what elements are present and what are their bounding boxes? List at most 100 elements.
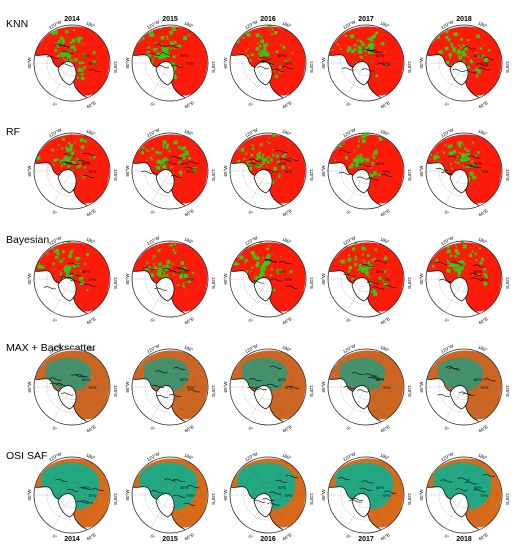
map-knn-2017: 120°W 180° 60°W 120°E 0° 60°E 80°N 70°N [321,19,412,110]
lat-label-80: 80°N [474,270,482,274]
lon-label-0: 0° [444,533,450,540]
lat-label-70: 70°N [88,494,96,498]
lon-label-180: 180° [85,344,96,353]
lon-label-180: 180° [281,452,292,461]
lon-label-180: 180° [379,344,390,353]
lon-label-180: 180° [281,236,292,245]
lat-label-80: 80°N [180,162,188,166]
lon-label-120e: 120°E [505,277,510,289]
lon-label-60w: 60°W [321,489,326,501]
map-osi-2018: 120°W 180° 60°W 120°E 0° 60°E 80°N 70°N [419,451,510,542]
lat-label-80: 80°N [180,378,188,382]
lat-label-80: 80°N [278,486,286,490]
lat-label-70: 70°N [284,386,292,390]
map-rf-2015: 120°W 180° 60°W 120°E 0° 60°E 80°N 70°N [125,127,216,218]
lon-label-60e: 60°E [184,208,195,217]
lon-label-120w: 120°W [244,343,259,354]
map-max-2016: 120°W 180° 60°W 120°E 0° 60°E 80°N 70°N [223,343,314,434]
lon-label-120w: 120°W [440,451,455,462]
lon-label-60w: 60°W [27,57,32,69]
lon-label-60e: 60°E [86,424,97,433]
lon-label-60e: 60°E [86,532,97,541]
lon-label-180: 180° [477,128,488,137]
lon-label-0: 0° [346,317,352,324]
lon-label-60w: 60°W [419,273,424,285]
lon-label-60e: 60°E [282,100,293,109]
lon-label-120w: 120°W [48,19,63,30]
lon-label-60w: 60°W [125,489,130,501]
lat-label-70: 70°N [382,386,390,390]
lon-label-180: 180° [477,236,488,245]
map-osi-2015: 120°W 180° 60°W 120°E 0° 60°E 80°N 70°N [125,451,216,542]
lon-label-120w: 120°W [342,19,357,30]
lon-label-180: 180° [477,20,488,29]
lon-label-0: 0° [346,425,352,432]
lat-label-80: 80°N [376,162,384,166]
lat-label-80: 80°N [278,270,286,274]
lon-label-60w: 60°W [321,57,326,69]
lon-label-120e: 120°E [407,169,412,181]
lon-label-60e: 60°E [184,532,195,541]
lon-label-0: 0° [52,425,58,432]
lon-label-120e: 120°E [211,277,216,289]
lon-label-120e: 120°E [211,385,216,397]
lon-label-60w: 60°W [27,273,32,285]
lon-label-0: 0° [150,317,156,324]
lon-label-0: 0° [248,101,254,108]
lat-label-70: 70°N [186,278,194,282]
year-label-bottom-2014: 2014 [64,536,80,543]
lat-label-80: 80°N [278,54,286,58]
lon-label-60w: 60°W [27,489,32,501]
lon-label-60w: 60°W [321,381,326,393]
lat-label-70: 70°N [186,170,194,174]
lon-label-120e: 120°E [309,277,314,289]
lon-label-0: 0° [444,101,450,108]
lat-label-80: 80°N [278,162,286,166]
lon-label-120w: 120°W [48,451,63,462]
lon-label-120e: 120°E [505,493,510,505]
lon-label-180: 180° [183,344,194,353]
lon-label-60e: 60°E [282,316,293,325]
lon-label-0: 0° [346,101,352,108]
map-bayes-2017: 120°W 180° 60°W 120°E 0° 60°E 80°N 70°N [321,235,412,326]
lon-label-60w: 60°W [223,273,228,285]
lat-label-70: 70°N [382,278,390,282]
lon-label-60e: 60°E [86,316,97,325]
lon-label-120e: 120°E [113,169,118,181]
lat-label-70: 70°N [284,170,292,174]
lat-label-70: 70°N [186,494,194,498]
map-max-2015: 120°W 180° 60°W 120°E 0° 60°E 80°N 70°N [125,343,216,434]
row-label-bayes: Bayesian [6,234,50,246]
lon-label-180: 180° [379,128,390,137]
lon-label-0: 0° [52,317,58,324]
lon-label-120e: 120°E [113,61,118,73]
lon-label-180: 180° [183,128,194,137]
lon-label-60w: 60°W [125,273,130,285]
lon-label-60e: 60°E [380,100,391,109]
lon-label-120e: 120°E [309,493,314,505]
map-osi-2014: 120°W 180° 60°W 120°E 0° 60°E 80°N 70°N [27,451,118,542]
map-rf-2018: 120°W 180° 60°W 120°E 0° 60°E 80°N 70°N [419,127,510,218]
lon-label-60e: 60°E [184,316,195,325]
lon-label-120w: 120°W [146,343,161,354]
map-bayes-2016: 120°W 180° 60°W 120°E 0° 60°E 80°N 70°N [223,235,314,326]
lon-label-120w: 120°W [342,235,357,246]
row-label-rf: RF [6,126,20,138]
lon-label-60e: 60°E [86,208,97,217]
lat-label-70: 70°N [382,494,390,498]
lon-label-120w: 120°W [146,127,161,138]
lat-label-70: 70°N [186,386,194,390]
map-osi-2017: 120°W 180° 60°W 120°E 0° 60°E 80°N 70°N [321,451,412,542]
lat-label-70: 70°N [480,170,488,174]
lon-label-180: 180° [477,452,488,461]
lon-label-180: 180° [183,236,194,245]
lat-label-80: 80°N [376,270,384,274]
map-knn-2015: 120°W 180° 60°W 120°E 0° 60°E 80°N 70°N [125,19,216,110]
lon-label-60w: 60°W [125,381,130,393]
lon-label-180: 180° [379,452,390,461]
lon-label-60w: 60°W [419,489,424,501]
lon-label-60e: 60°E [478,424,489,433]
lon-label-60e: 60°E [478,316,489,325]
lon-label-60w: 60°W [419,57,424,69]
map-bayes-2014: 120°W 180° 60°W 120°E 0° 60°E 80°N 70°N [27,235,118,326]
